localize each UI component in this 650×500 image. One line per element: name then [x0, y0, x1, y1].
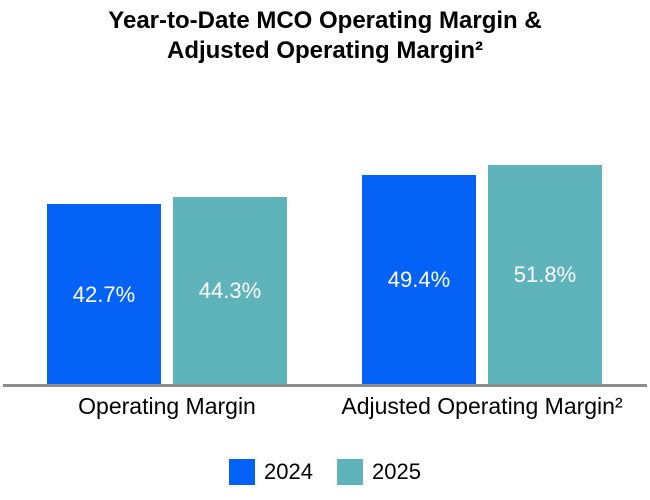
bar-2024-category-2: 49.4% — [362, 175, 476, 385]
x-axis-line — [3, 384, 647, 387]
bar-2025-category-2: 51.8% — [488, 165, 602, 385]
chart-title-line-1: Year-to-Date MCO Operating Margin & — [108, 7, 542, 34]
bar-value-label: 51.8% — [513, 262, 577, 287]
legend-label-2024: 2024 — [264, 459, 313, 484]
legend-item-2025: 2025 — [337, 459, 421, 485]
chart-title: Year-to-Date MCO Operating Margin & Adju… — [0, 6, 650, 66]
x-axis-label-adjusted-operating-margin: Adjusted Operating Margin² — [341, 393, 623, 419]
bar-value-label: 44.3% — [198, 278, 262, 303]
bar-2024-category-1: 42.7% — [47, 204, 161, 385]
legend-swatch-2025 — [337, 459, 363, 485]
plot-area: 51.8% 44.3% 49.4% 42.7% Operating Margin Ad… — [3, 165, 647, 419]
chart-title-line-2: Adjusted Operating Margin² — [166, 37, 483, 64]
x-axis-label-operating-margin: Operating Margin — [78, 393, 256, 419]
legend-swatch-2024 — [229, 459, 256, 485]
bar-value-label: 49.4% — [387, 267, 451, 292]
legend: 2024 2025 — [0, 459, 650, 485]
bar-value-label: 42.7% — [72, 281, 136, 307]
legend-item-2024: 2024 — [229, 459, 313, 485]
legend-label-2025: 2025 — [372, 459, 421, 484]
bar-2025-category-1: 44.3% — [173, 197, 287, 385]
